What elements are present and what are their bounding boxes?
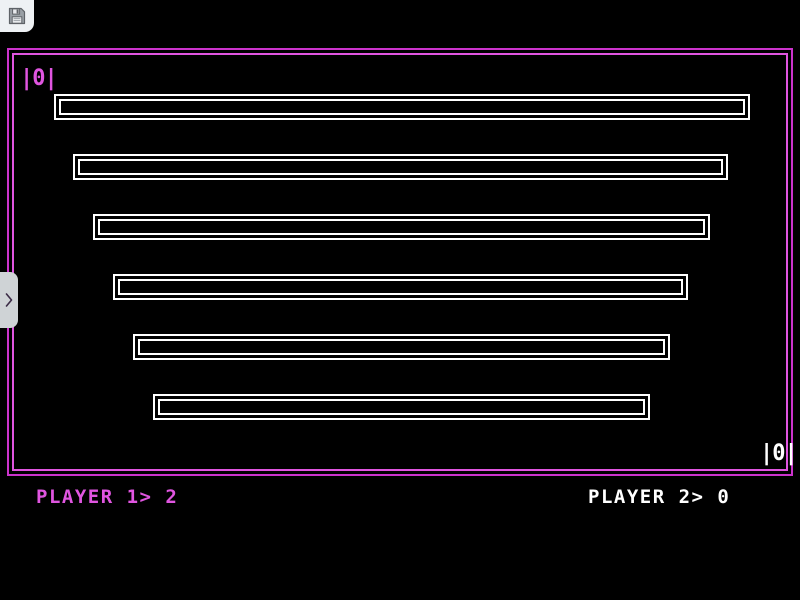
score-row: PLAYER 1> 2 PLAYER 2> 0	[0, 486, 800, 512]
sidebar-expand-handle[interactable]	[0, 272, 18, 328]
player-1-score: PLAYER 1> 2	[36, 486, 179, 508]
obstacle-bar-1	[54, 94, 750, 120]
obstacle-bar-5	[133, 334, 670, 360]
player-2-score: PLAYER 2> 0	[588, 486, 731, 508]
save-button[interactable]	[0, 0, 34, 32]
playfield-inner-border	[12, 53, 788, 471]
obstacle-bar-6	[153, 394, 650, 420]
floppy-disk-icon	[8, 7, 26, 25]
obstacle-bar-2	[73, 154, 728, 180]
player-1-sprite: |0|	[20, 66, 58, 91]
player-2-sprite: |0|	[760, 441, 798, 466]
obstacle-bar-4	[113, 274, 688, 300]
chevron-right-icon	[5, 293, 13, 307]
obstacle-bar-3	[93, 214, 710, 240]
